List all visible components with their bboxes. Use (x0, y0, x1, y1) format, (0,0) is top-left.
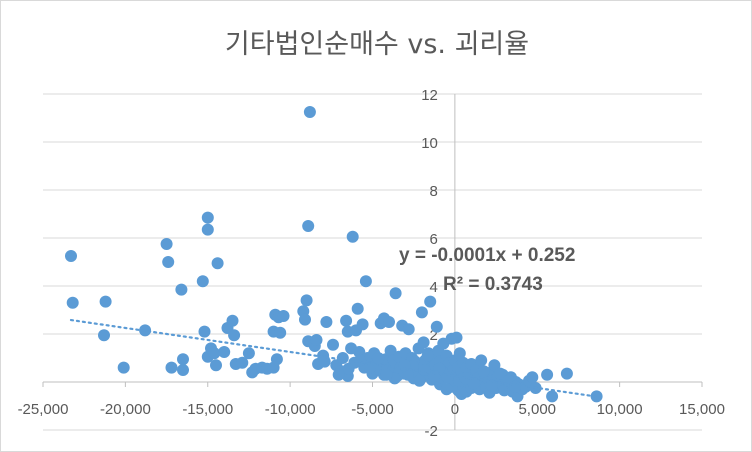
data-point (526, 371, 539, 384)
trendline-equation: y = -0.0001x + 0.252 (399, 245, 575, 266)
y-tick-label: 12 (421, 87, 438, 104)
data-point (117, 361, 130, 374)
data-point (384, 344, 397, 357)
y-tick-label: -2 (425, 423, 438, 440)
x-tick-label: -20,000 (100, 401, 151, 418)
data-point (475, 354, 488, 367)
gridlines (43, 93, 702, 431)
data-point (210, 359, 222, 372)
x-tick-label: 0 (451, 401, 459, 418)
data-point (236, 356, 249, 369)
data-point (320, 316, 333, 328)
y-tick-label: 10 (421, 135, 438, 152)
x-tick-label: -15,000 (182, 401, 233, 418)
data-point (359, 275, 372, 288)
data-point (541, 368, 554, 381)
y-tick-label: 6 (430, 231, 438, 248)
x-tick-label: -10,000 (265, 401, 316, 418)
data-point (177, 353, 189, 366)
data-point (340, 314, 353, 327)
data-point (303, 106, 316, 118)
data-point (98, 329, 110, 342)
data-point (389, 287, 402, 300)
trendline-group (69, 318, 600, 398)
x-tick-label: -5,000 (351, 401, 394, 418)
data-point (201, 211, 214, 224)
y-tick-labels: -2 2 4 6 8 10 12 (421, 87, 438, 440)
data-point (494, 367, 507, 380)
data-point (380, 368, 393, 381)
data-point (415, 306, 428, 319)
x-tick-label: 5,000 (518, 401, 556, 418)
data-point (66, 296, 79, 309)
x-tick-labels: -25,000 -20,000 -15,000 -10,000 -5,000 0 5,000… (18, 401, 725, 418)
data-point (450, 331, 463, 344)
x-tick-label: 10,000 (597, 401, 643, 418)
x-tick-label: -25,000 (18, 401, 69, 418)
data-point (413, 374, 426, 387)
data-point (300, 294, 313, 307)
data-point (302, 220, 315, 232)
data-point (418, 364, 431, 376)
data-point (354, 354, 367, 367)
data-point (198, 325, 211, 338)
data-point (228, 329, 241, 342)
data-point (277, 310, 290, 322)
trendline-r2: R² = 0.3743 (443, 274, 543, 295)
y-tick-label: 8 (430, 183, 438, 200)
data-point (424, 295, 437, 308)
data-point (201, 223, 214, 236)
data-point (274, 326, 287, 339)
data-point (318, 355, 331, 368)
data-point (383, 316, 395, 328)
data-point (332, 368, 345, 381)
chart-title: 기타법인순매수 vs. 괴리율 (225, 29, 529, 60)
data-point (430, 320, 443, 333)
data-point (421, 349, 434, 362)
trendline (69, 318, 600, 398)
data-point (560, 367, 573, 380)
data-point (402, 323, 415, 336)
data-point (428, 370, 441, 382)
data-point (208, 347, 221, 360)
data-point (477, 365, 490, 378)
data-point (226, 314, 239, 327)
data-point (342, 362, 355, 375)
data-point (398, 359, 411, 372)
data-point (162, 256, 175, 268)
data-point (546, 390, 559, 403)
data-point (590, 390, 603, 403)
data-point (351, 302, 364, 315)
x-tick-label: 15,000 (679, 401, 725, 418)
data-point (270, 353, 283, 366)
data-points (65, 106, 603, 403)
data-point (218, 346, 231, 358)
data-point (242, 347, 255, 360)
data-point (299, 313, 311, 326)
data-point (211, 257, 224, 270)
data-point (160, 238, 173, 250)
data-point (488, 359, 501, 372)
data-point (327, 338, 339, 351)
data-point (165, 361, 178, 374)
data-point (65, 250, 77, 262)
data-point (99, 295, 112, 308)
y-tick-label: 2 (430, 327, 438, 344)
data-point (175, 283, 188, 296)
data-point (196, 275, 209, 288)
data-point (177, 364, 189, 376)
data-point (346, 230, 359, 243)
data-point (509, 380, 521, 393)
data-point (372, 352, 385, 364)
data-point (401, 368, 414, 381)
data-point (417, 336, 430, 349)
data-point (441, 371, 454, 384)
data-point (310, 334, 323, 346)
data-point (453, 347, 466, 360)
y-tick-label: 4 (430, 279, 438, 296)
data-point (356, 318, 369, 331)
